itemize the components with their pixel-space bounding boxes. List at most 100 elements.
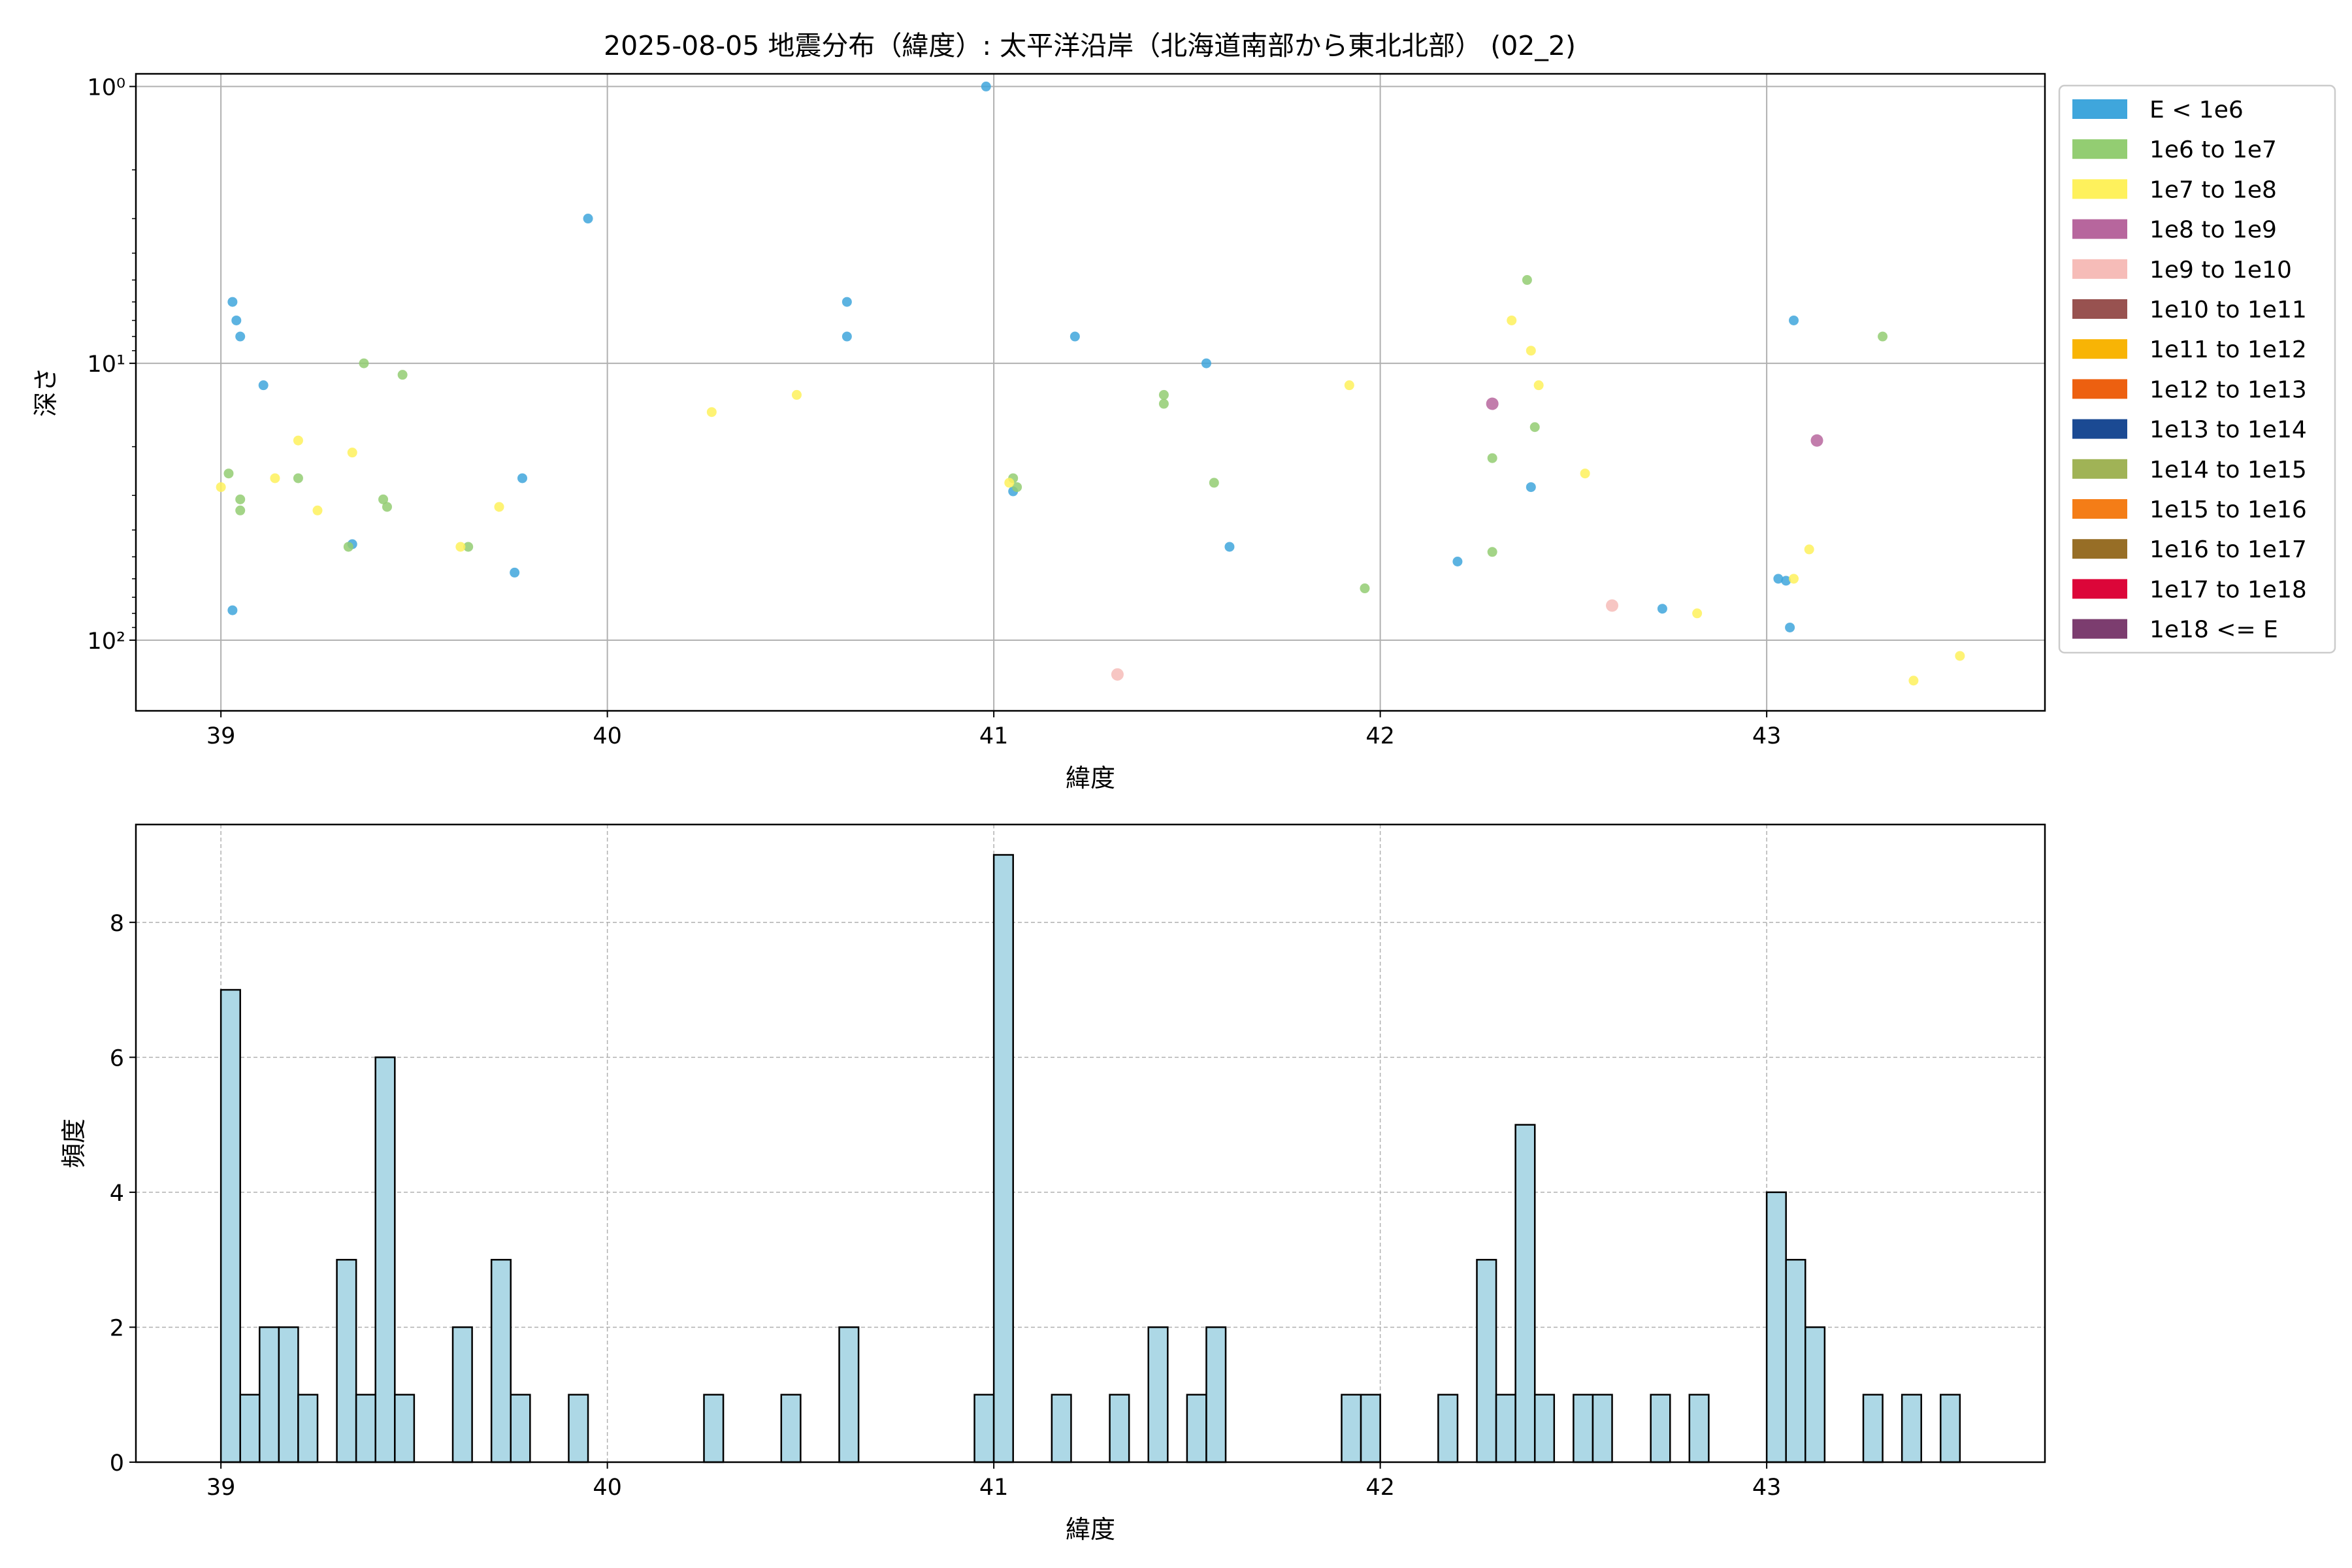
- scatter-points: [216, 81, 1965, 686]
- histogram-bar: [568, 1394, 589, 1463]
- scatter-point: [1804, 544, 1814, 555]
- legend-swatch: [2072, 379, 2127, 399]
- scatter-point: [1522, 275, 1532, 286]
- legend-swatch: [2072, 259, 2127, 279]
- histogram-bar: [220, 988, 241, 1463]
- histogram-x-ticks: 39 40 41 42 43: [206, 1462, 1782, 1501]
- scatter-point: [494, 502, 504, 512]
- scatter-point: [1360, 583, 1370, 594]
- histogram-bar: [1051, 1394, 1072, 1463]
- histogram-bar: [1805, 1326, 1826, 1463]
- histogram-bar: [336, 1258, 357, 1463]
- histogram-bar: [1360, 1394, 1381, 1463]
- scatter-point: [1789, 315, 1799, 325]
- legend-swatch: [2072, 579, 2127, 599]
- scatter-point: [1224, 542, 1235, 552]
- histogram-bar: [259, 1326, 280, 1463]
- legend-label: 1e6 to 1e7: [2149, 137, 2277, 163]
- scatter-point: [270, 473, 280, 483]
- scatter-point: [227, 297, 238, 307]
- histogram-frame: [135, 823, 2046, 1463]
- scatter-point: [343, 542, 353, 552]
- histogram-x-tick-label: 43: [1752, 1475, 1782, 1501]
- scatter-point: [706, 407, 717, 417]
- histogram-bar: [1862, 1394, 1884, 1463]
- histogram-bar: [1186, 1394, 1207, 1463]
- legend-label: 1e12 to 1e13: [2149, 376, 2307, 403]
- histogram-x-tick-label: 41: [979, 1475, 1009, 1501]
- legend-swatch: [2072, 619, 2127, 639]
- legend-label: 1e8 to 1e9: [2149, 217, 2277, 244]
- scatter-point: [1158, 399, 1169, 409]
- histogram-bar: [1688, 1394, 1710, 1463]
- scatter-point: [791, 389, 802, 400]
- scatter-point: [1004, 478, 1015, 488]
- scatter-point: [1529, 422, 1540, 433]
- scatter-x-axis-label: 緯度: [1066, 764, 1115, 792]
- scatter-point: [1487, 453, 1497, 463]
- histogram-bar: [973, 1394, 995, 1463]
- scatter-y-axis-label: 深さ: [31, 367, 60, 417]
- scatter-point: [382, 502, 392, 512]
- scatter-point: [1486, 397, 1499, 410]
- histogram-panel: 39 40 41 42 43 0 2 4 6 8 緯度 頻度: [59, 823, 2046, 1544]
- histogram-bar: [278, 1326, 299, 1463]
- histogram-y-tick-label: 6: [110, 1045, 124, 1071]
- scatter-point: [841, 331, 852, 342]
- histogram-bar: [490, 1258, 512, 1463]
- histogram-bar: [992, 854, 1014, 1463]
- legend-swatch: [2072, 139, 2127, 159]
- legend-swatch: [2072, 339, 2127, 359]
- scatter-point: [583, 214, 593, 224]
- scatter-point: [359, 358, 369, 368]
- scatter-y-tick-label: 10²: [87, 629, 125, 655]
- scatter-point: [1908, 676, 1919, 686]
- scatter-point: [1580, 468, 1590, 479]
- histogram-bar: [1650, 1394, 1671, 1463]
- histogram-y-axis-label: 頻度: [59, 1119, 88, 1168]
- histogram-bar: [1205, 1326, 1227, 1463]
- scatter-point: [235, 505, 246, 515]
- scatter-point: [1955, 651, 1965, 661]
- histogram-bar: [1109, 1394, 1130, 1463]
- scatter-point: [1487, 547, 1497, 557]
- scatter-x-tick-label: 42: [1365, 723, 1395, 749]
- histogram-x-tick-label: 39: [206, 1475, 236, 1501]
- scatter-point: [1012, 482, 1022, 493]
- scatter-point: [312, 505, 323, 515]
- scatter-point: [235, 331, 246, 342]
- legend-label: 1e7 to 1e8: [2149, 176, 2277, 203]
- histogram-x-axis-label: 緯度: [1066, 1515, 1115, 1544]
- scatter-point: [1657, 604, 1667, 614]
- histogram-bar: [1573, 1394, 1594, 1463]
- scatter-point: [1533, 380, 1544, 391]
- histogram-bar: [239, 1394, 261, 1463]
- scatter-point: [223, 468, 234, 479]
- scatter-plot-area: [136, 74, 2045, 711]
- scatter-point: [841, 297, 852, 307]
- histogram-bar: [297, 1394, 319, 1463]
- histogram-bar: [1765, 1191, 1787, 1463]
- scatter-point: [347, 448, 357, 458]
- histogram-bar: [394, 1394, 416, 1463]
- histogram-y-tick-label: 8: [110, 911, 124, 937]
- legend-label: 1e17 to 1e18: [2149, 576, 2307, 603]
- scatter-y-tick-label: 10⁰: [87, 74, 125, 101]
- scatter-point: [455, 542, 466, 552]
- histogram-bar: [1341, 1394, 1362, 1463]
- scatter-point: [1111, 668, 1124, 681]
- scatter-point: [1810, 434, 1823, 447]
- histogram-y-ticks: 0 2 4 6 8: [110, 911, 136, 1477]
- legend-label: 1e16 to 1e17: [2149, 536, 2307, 563]
- scatter-point: [293, 473, 303, 483]
- scatter-point: [1201, 358, 1211, 368]
- histogram-bar: [703, 1394, 725, 1463]
- scatter-point: [1344, 380, 1354, 391]
- scatter-point: [231, 315, 242, 325]
- legend-label: 1e9 to 1e10: [2149, 257, 2292, 284]
- scatter-grid: [136, 74, 2045, 711]
- histogram-y-tick-label: 2: [110, 1315, 124, 1341]
- histogram-bar: [1495, 1394, 1516, 1463]
- legend-items: E < 1e6 1e6 to 1e7 1e7 to 1e8 1e8 to 1e9 1e9…: [2072, 97, 2307, 644]
